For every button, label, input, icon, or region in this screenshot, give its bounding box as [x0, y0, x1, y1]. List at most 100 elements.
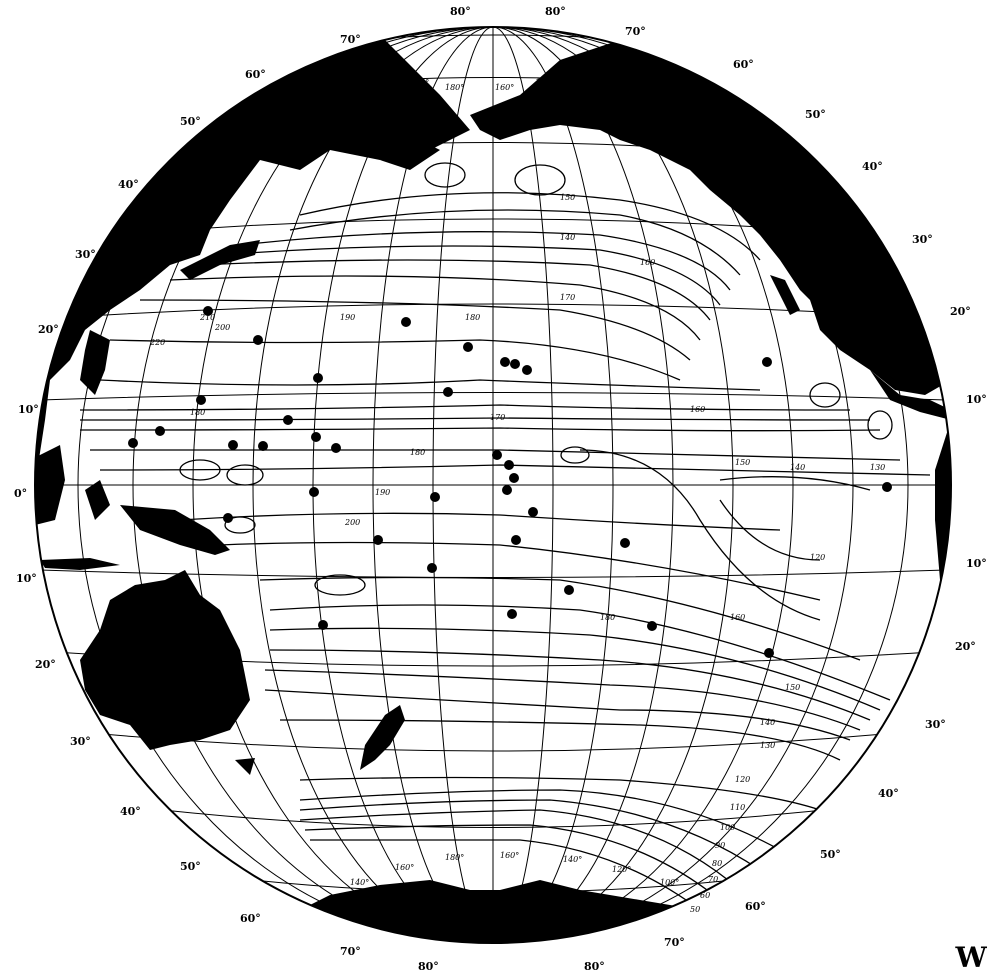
- lat-label: 50°: [180, 860, 201, 873]
- contour-label: 80: [712, 859, 722, 868]
- philippines: [80, 330, 110, 395]
- contour-label: 150: [785, 683, 800, 692]
- contour-label: 180: [465, 313, 480, 322]
- station-markers: [128, 306, 892, 658]
- contour-label: 70: [708, 875, 718, 884]
- lat-label: 30°: [925, 718, 946, 731]
- contour-label: 170: [560, 293, 575, 302]
- central-america: [870, 370, 951, 420]
- baja-california: [770, 275, 800, 315]
- contour-value-labels: 180 170 160 150 140 190 200 210 220 180 …: [149, 193, 885, 914]
- lat-label: 20°: [35, 658, 56, 671]
- polar-label: 80°: [545, 5, 566, 18]
- contour-label: 220: [149, 338, 165, 347]
- contour-label: 160: [690, 405, 705, 414]
- lat-label: 0°: [14, 487, 27, 500]
- lat-label: 10°: [966, 393, 987, 406]
- polar-labels: 80° 80° 80° 80°: [418, 5, 605, 973]
- meridian-label: 100°: [660, 878, 679, 887]
- contour-label: 90: [715, 841, 725, 850]
- contour-label: 140: [790, 463, 805, 472]
- latitude-labels-left: 70° 60° 50° 40° 30° 20° 10° 0° 10° 20° 3…: [14, 33, 361, 958]
- contour-label: 130: [870, 463, 885, 472]
- meridian-label: 160°: [495, 83, 514, 92]
- australia: [80, 570, 250, 750]
- contour-label: 180: [190, 408, 205, 417]
- new-zealand: [360, 705, 405, 770]
- lat-label: 10°: [18, 403, 39, 416]
- sulawesi: [85, 480, 110, 520]
- lat-label: 30°: [75, 248, 96, 261]
- lat-label: 60°: [245, 68, 266, 81]
- contour-label: 160: [640, 258, 655, 267]
- meridian-label: 140°: [388, 68, 407, 77]
- contour-label: 150: [735, 458, 750, 467]
- contour-label: 140: [560, 233, 575, 242]
- contour-label: 60: [700, 891, 710, 900]
- contour-label: 200: [214, 323, 230, 332]
- meridian-label: 140°: [535, 78, 554, 87]
- meridian-label: 160°: [410, 78, 429, 87]
- lat-label: 60°: [240, 912, 261, 925]
- lat-label: 40°: [862, 160, 883, 173]
- contour-label: 190: [375, 488, 390, 497]
- polar-label: 80°: [450, 5, 471, 18]
- meridian-labels-north: 140° 160° 180° 160° 140°: [388, 68, 554, 92]
- lat-label: 40°: [878, 787, 899, 800]
- contour-label: 140: [760, 718, 775, 727]
- lat-label: 70°: [340, 945, 361, 958]
- new-guinea: [120, 505, 230, 555]
- lat-label: 50°: [820, 848, 841, 861]
- lat-label: 50°: [180, 115, 201, 128]
- indonesia-chain: [40, 558, 120, 570]
- contour-label: 130: [760, 741, 775, 750]
- contour-label: 190: [340, 313, 355, 322]
- meridian-labels-south: 140° 160° 180° 160° 140° 120° 100°: [350, 851, 679, 887]
- lat-label: 40°: [118, 178, 139, 191]
- lat-label: 60°: [745, 900, 766, 913]
- meridian-label: 120°: [612, 865, 631, 874]
- lat-label: 10°: [16, 572, 37, 585]
- lat-label: 10°: [966, 557, 987, 570]
- borneo: [35, 445, 65, 525]
- contour-label: 100: [720, 823, 735, 832]
- contour-label: 210: [199, 313, 215, 322]
- lat-label: 70°: [340, 33, 361, 46]
- lat-label: 30°: [70, 735, 91, 748]
- contour-lines: [79, 162, 931, 911]
- lat-label: 60°: [733, 58, 754, 71]
- polar-label: 80°: [584, 960, 605, 973]
- lat-label: 20°: [955, 640, 976, 653]
- meridian-label: 160°: [500, 851, 519, 860]
- contour-label: 180: [410, 448, 425, 457]
- contour-label: 180: [600, 613, 615, 622]
- contour-label: 120: [735, 775, 750, 784]
- meridian-label: 160°: [395, 863, 414, 872]
- lat-label: 50°: [805, 108, 826, 121]
- meridian-label: 180°: [445, 853, 464, 862]
- lat-label: 20°: [950, 305, 971, 318]
- contour-label: 160: [730, 613, 745, 622]
- meridian-label: 140°: [350, 878, 369, 887]
- lat-label: 40°: [120, 805, 141, 818]
- antarctica: [300, 880, 740, 943]
- corner-letter: W: [955, 941, 987, 974]
- kamchatka: [380, 140, 440, 170]
- latitude-labels-right: 70° 60° 50° 40° 30° 20° 10° 10° 20° 30° …: [625, 25, 987, 949]
- lat-label: 30°: [912, 233, 933, 246]
- contour-label: 170: [490, 413, 505, 422]
- japan-islands: [180, 240, 260, 280]
- lat-label: 70°: [664, 936, 685, 949]
- contour-label: 110: [730, 803, 745, 812]
- meridian-label: 180°: [445, 83, 464, 92]
- tasmania: [235, 758, 255, 775]
- contour-label: 150: [560, 193, 575, 202]
- contour-label: 50: [690, 905, 700, 914]
- meridian-label: 140°: [563, 855, 582, 864]
- contour-label: 200: [344, 518, 360, 527]
- contour-label: 120: [810, 553, 825, 562]
- lat-label: 70°: [625, 25, 646, 38]
- polar-label: 80°: [418, 960, 439, 973]
- lat-label: 20°: [38, 323, 59, 336]
